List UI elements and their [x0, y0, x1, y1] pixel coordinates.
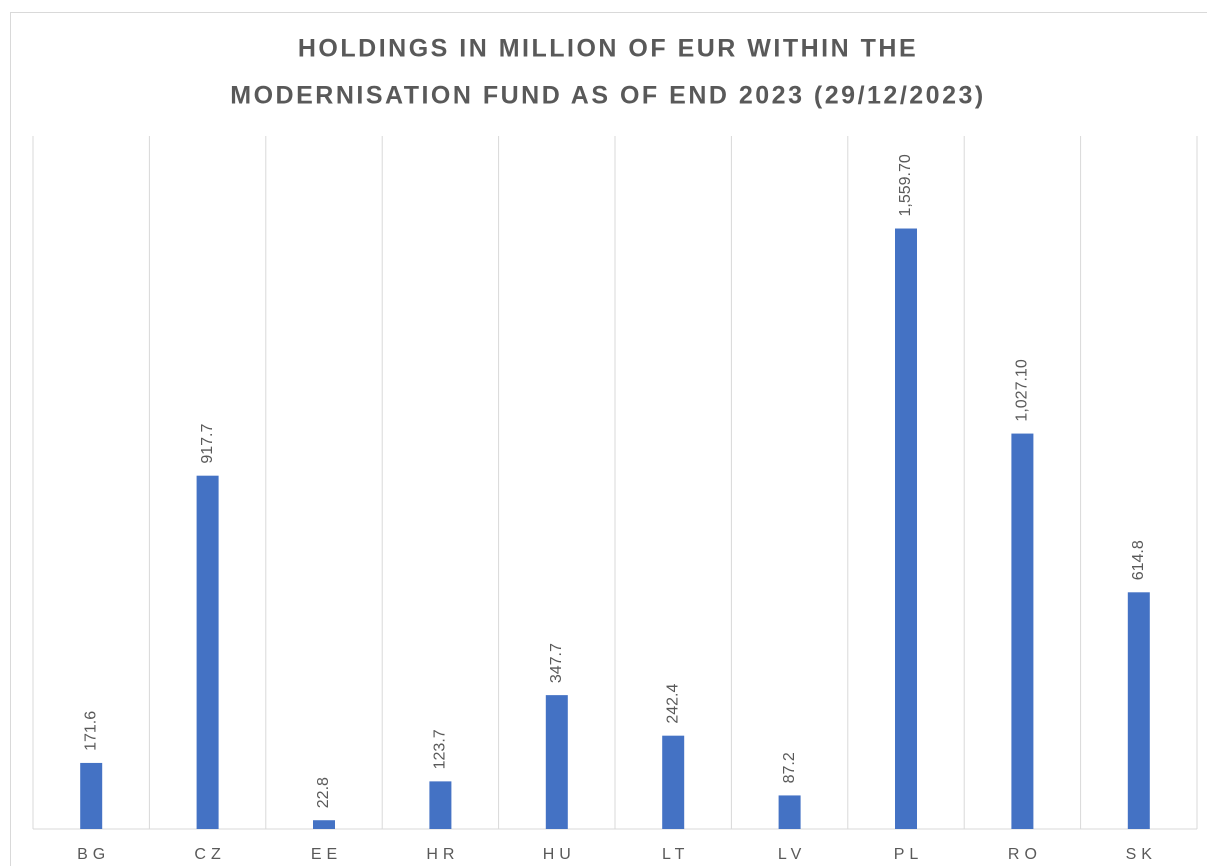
x-tick-label: EE	[311, 846, 342, 863]
bar	[1011, 433, 1034, 829]
x-tick-label: BG	[77, 846, 110, 863]
x-tick-label: LV	[778, 846, 806, 863]
x-tick-label: HR	[426, 846, 459, 863]
bar	[895, 228, 917, 829]
bar	[1127, 592, 1150, 829]
bar	[80, 762, 103, 829]
chart-title: HOLDINGS IN MILLION OF EUR WITHIN THE	[298, 35, 918, 63]
data-label: 171.6	[82, 711, 99, 751]
data-label: 242.4	[664, 684, 681, 724]
x-tick-label: PL	[894, 846, 924, 863]
bar	[313, 820, 335, 829]
data-label: 614.8	[1130, 540, 1147, 580]
chart-title: MODERNISATION FUND AS OF END 2023 (29/12…	[230, 82, 985, 110]
bar	[662, 735, 685, 829]
data-label: 22.8	[315, 777, 332, 808]
bar	[196, 475, 219, 829]
data-label: 347.7	[548, 643, 565, 683]
bar	[778, 795, 801, 829]
data-label: 1,027.10	[1014, 359, 1031, 421]
x-tick-label: LT	[662, 846, 689, 863]
x-tick-label: CZ	[194, 846, 225, 863]
x-tick-label: SK	[1126, 846, 1157, 863]
bar	[429, 781, 452, 829]
x-tick-label: RO	[1008, 846, 1042, 863]
data-label: 87.2	[781, 752, 798, 783]
data-label: 917.7	[199, 424, 216, 464]
x-tick-label: HU	[543, 846, 576, 863]
data-label: 1,559.70	[897, 154, 914, 216]
data-label: 123.7	[432, 729, 449, 769]
bar	[545, 695, 568, 829]
